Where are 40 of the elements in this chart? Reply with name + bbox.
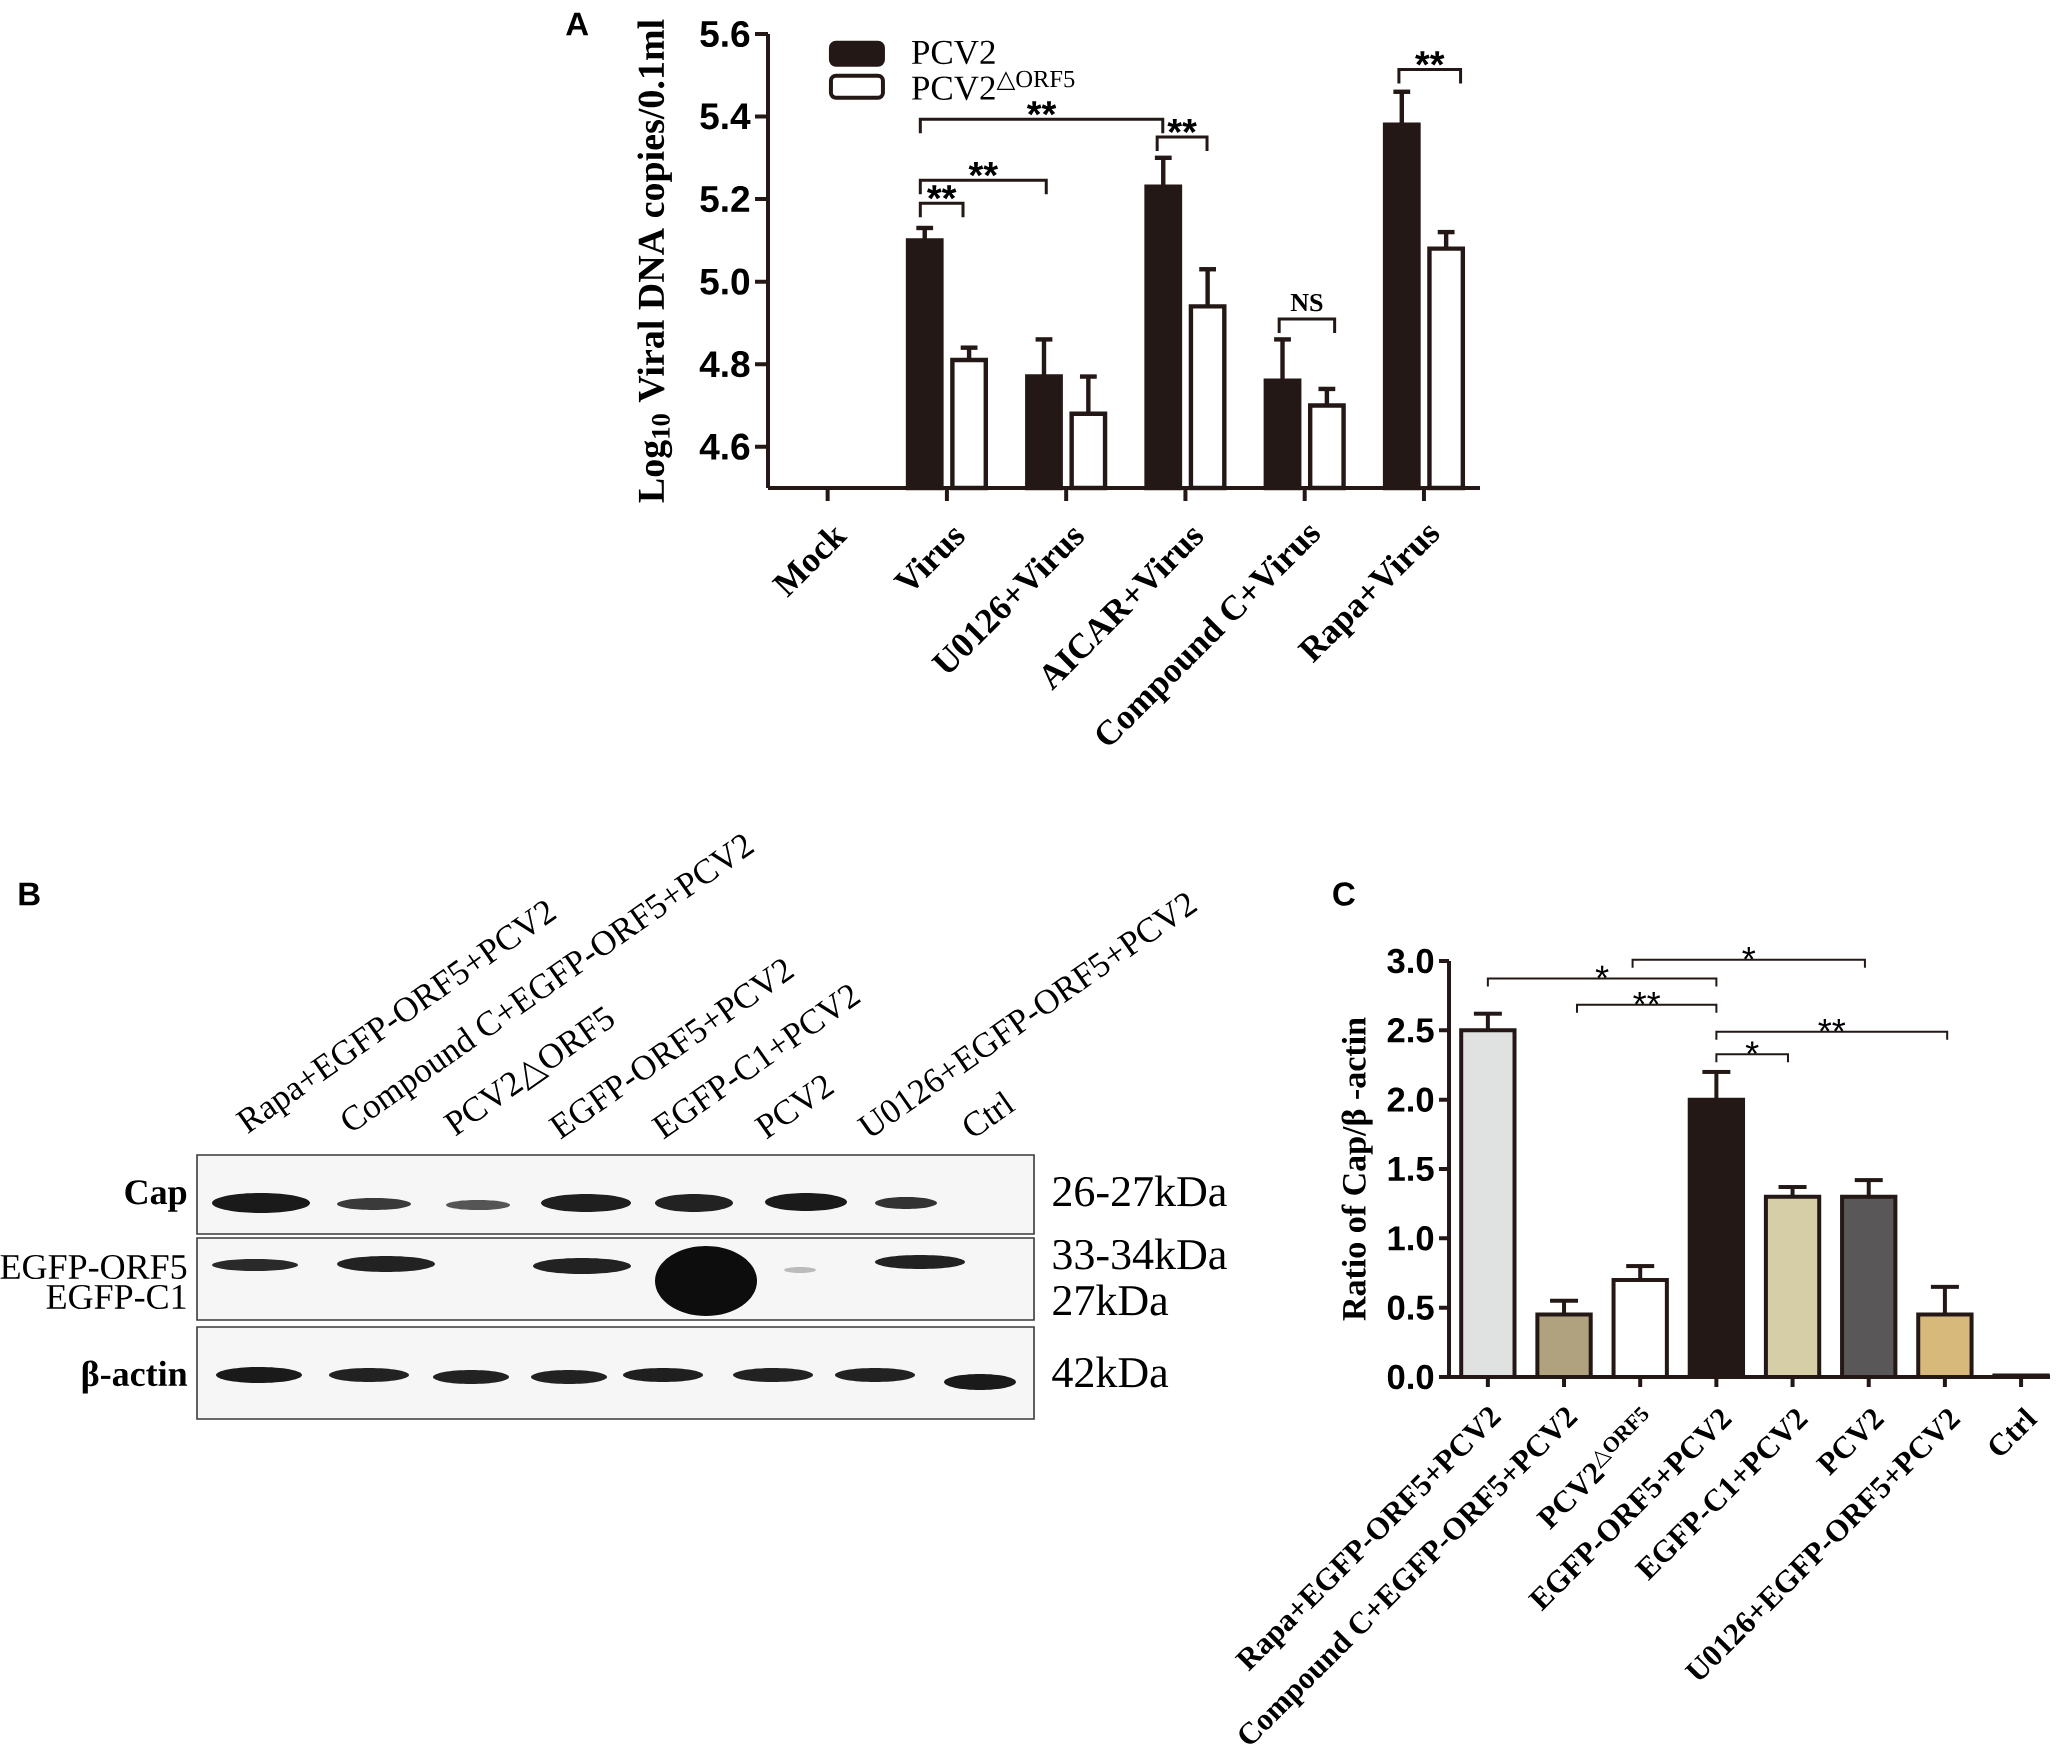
annotation: * (1595, 965, 1609, 979)
category-label: 42kDa (1052, 1356, 1169, 1388)
y-tick-label: 5.4 (700, 103, 751, 130)
annotation: ** (1415, 51, 1445, 66)
annotation: ** (1026, 101, 1057, 116)
y-tick-label: 1.5 (1388, 1156, 1434, 1182)
y-tick-label: 5.6 (700, 20, 750, 48)
annotation: ** (1633, 991, 1661, 1005)
chart-title: A (566, 12, 589, 36)
category-label: 26-27kDa (1053, 1175, 1227, 1207)
y-tick-label: 2.0 (1387, 1087, 1434, 1112)
annotation: NS (1290, 293, 1323, 312)
annotation: ** (1818, 1018, 1846, 1032)
y-axis-title: Ratio of Cap/β -actin (1341, 1017, 1373, 1321)
x-tick-label: Ctrl (1989, 1407, 2038, 1455)
annotation: * (1745, 1041, 1759, 1055)
text: B (19, 882, 40, 906)
y-tick-label: 3.0 (1387, 948, 1434, 974)
legend-label: PCV2$^{△ORF5}$ (911, 70, 1075, 101)
legend-label: PCV2 (911, 40, 995, 65)
y-tick-label: 1.0 (1388, 1226, 1434, 1251)
chart-title: C (1333, 882, 1355, 906)
y-tick-label: 4.8 (699, 351, 750, 378)
annotation: ** (968, 162, 999, 177)
annotation: ** (1167, 118, 1197, 134)
category-label: Cap (125, 1180, 187, 1212)
text: * (1742, 946, 1756, 960)
y-axis-title: Log$_{10}$ Viral DNA copies/0.1ml (637, 19, 673, 503)
category-label: β-actin (82, 1360, 188, 1394)
category-label: EGFP-ORF5 (0, 1254, 187, 1280)
annotation: ** (927, 185, 957, 200)
y-tick-label: 5.0 (700, 268, 750, 295)
y-tick-label: 2.5 (1387, 1018, 1434, 1043)
category-label: 33-34kDa (1053, 1238, 1227, 1270)
category-label: EGFP-C1 (46, 1284, 186, 1310)
category-label: 27kDa (1053, 1284, 1169, 1316)
y-tick-label: 0.0 (1387, 1364, 1434, 1390)
y-tick-label: 4.6 (699, 433, 750, 460)
y-tick-label: 5.2 (700, 185, 750, 213)
y-tick-label: 0.5 (1387, 1295, 1434, 1320)
